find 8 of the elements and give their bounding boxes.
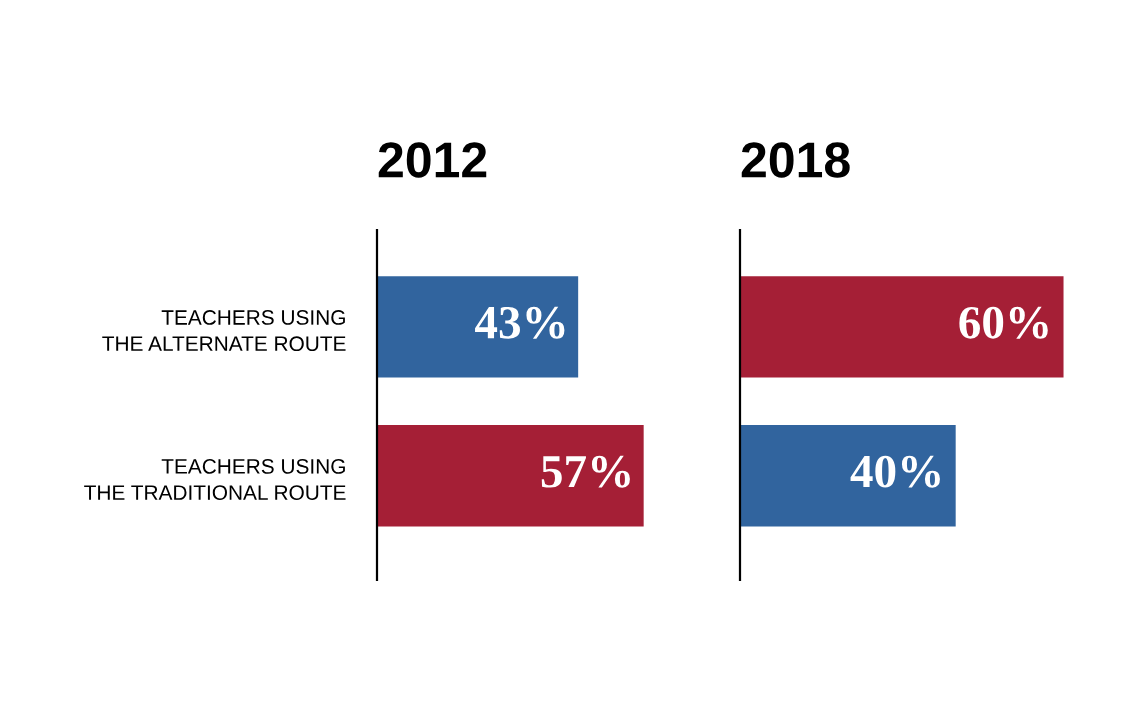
- y-tick-label: TEACHERS USING THE ALTERNATE ROUTE: [102, 310, 346, 352]
- data-label: 57%: [541, 455, 630, 488]
- data-label: 60%: [959, 306, 1048, 339]
- y-tick-label: TEACHERS USING THE TRADITIONAL ROUTE: [84, 459, 346, 500]
- data-label: 43%: [475, 306, 565, 339]
- chart-title: 2012: [378, 142, 487, 178]
- data-label: 40%: [850, 455, 940, 488]
- chart-title: 2018: [741, 142, 850, 178]
